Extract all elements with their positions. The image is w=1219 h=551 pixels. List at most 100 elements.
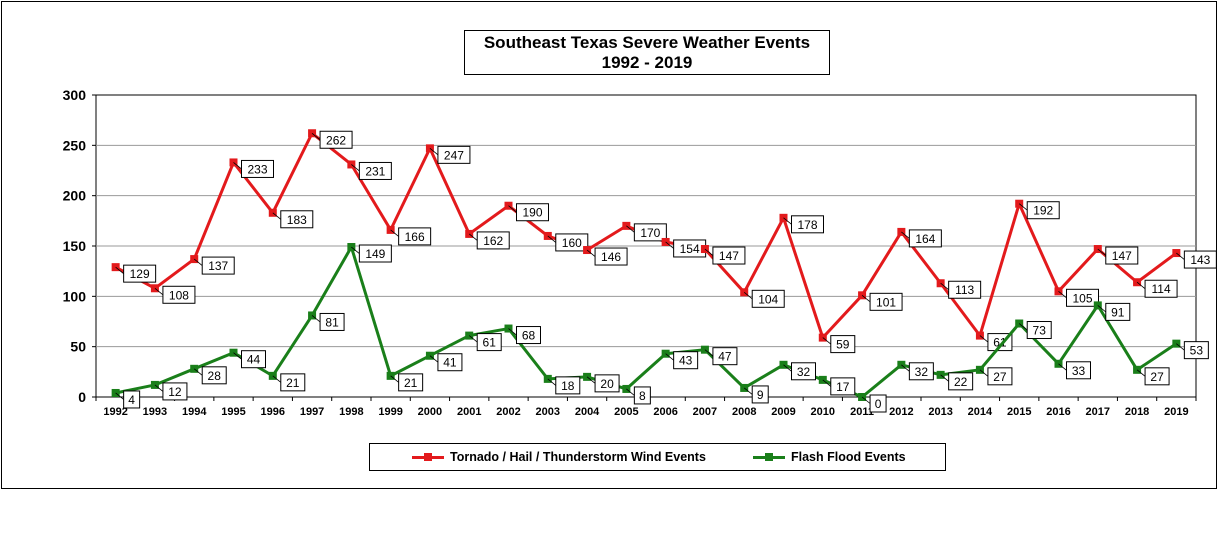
data-label-box (476, 333, 502, 352)
data-label-box (162, 285, 196, 304)
data-label: 18 (561, 379, 575, 393)
x-tick-label: 2002 (496, 406, 520, 418)
data-label-leader (743, 291, 753, 300)
data-label-box (948, 280, 982, 299)
data-label-leader (311, 315, 321, 323)
data-label: 61 (483, 336, 497, 350)
x-tick-label: 2011 (850, 406, 874, 418)
x-tick-label: 2006 (653, 406, 677, 418)
x-tick-label: 2003 (536, 406, 560, 418)
data-label-box (594, 247, 628, 266)
data-label: 28 (208, 369, 222, 383)
legend-label-flash-flood: Flash Flood Events (791, 450, 906, 464)
x-tick-label: 2015 (1007, 406, 1031, 418)
data-label-box (123, 264, 157, 283)
data-label: 154 (680, 242, 700, 256)
data-label: 43 (679, 354, 693, 368)
data-label-box (319, 130, 353, 149)
legend-item-flash-flood: Flash Flood Events (753, 450, 906, 464)
data-label-box (751, 289, 785, 308)
data-label-leader (429, 355, 439, 363)
data-label-leader (468, 335, 478, 343)
data-label-box (319, 312, 345, 331)
data-label-leader (272, 212, 282, 220)
y-tick-label: 150 (63, 238, 87, 254)
data-label: 20 (600, 377, 614, 391)
data-label: 183 (287, 213, 307, 227)
data-label-box (1066, 288, 1099, 307)
data-label-leader (783, 217, 792, 225)
legend-label-tornado: Tornado / Hail / Thunderstorm Wind Event… (450, 450, 706, 464)
data-label-leader (901, 231, 910, 239)
data-label: 143 (1190, 253, 1210, 267)
data-label-leader (704, 349, 714, 357)
data-label: 147 (1112, 249, 1132, 263)
data-label: 146 (601, 250, 621, 264)
data-label-box (830, 377, 856, 396)
data-label: 114 (1152, 282, 1171, 296)
data-label-leader (233, 162, 242, 170)
data-label-leader (940, 374, 949, 382)
data-label-box (633, 386, 651, 405)
x-tick-label: 2019 (1164, 406, 1188, 418)
data-label-box (712, 347, 738, 366)
data-label: 113 (955, 283, 974, 297)
data-label: 160 (562, 236, 582, 250)
data-label-box (1105, 302, 1131, 321)
x-tick-label: 2010 (811, 406, 835, 418)
data-label: 61 (993, 336, 1007, 350)
data-label: 27 (1150, 370, 1164, 384)
data-label-leader (586, 249, 596, 257)
data-label-leader (1136, 369, 1146, 377)
data-label-leader (586, 376, 596, 384)
data-label: 47 (718, 350, 732, 364)
data-label: 129 (130, 267, 150, 281)
data-label-box (398, 373, 424, 392)
data-label-leader (1176, 252, 1185, 260)
data-label: 91 (1111, 305, 1125, 319)
y-tick-label: 0 (78, 389, 86, 405)
data-label: 12 (168, 385, 182, 399)
data-label-box (948, 372, 974, 391)
data-label: 247 (444, 148, 464, 162)
data-label-box (516, 326, 541, 345)
data-label-box (280, 210, 314, 229)
x-tick-label: 1995 (221, 406, 245, 418)
data-label-leader (626, 388, 635, 396)
data-label-leader (429, 148, 439, 156)
data-label-box (1144, 367, 1170, 386)
x-tick-label: 1994 (182, 406, 207, 418)
y-tick-label: 50 (70, 339, 86, 355)
data-label-box (398, 227, 432, 246)
data-label: 8 (639, 389, 646, 403)
data-label-leader (901, 364, 910, 372)
data-label-box (201, 366, 227, 385)
data-label-leader (193, 258, 203, 266)
data-label-box (241, 159, 274, 178)
chart-title-box: Southeast Texas Severe Weather Events 19… (464, 30, 830, 75)
data-label-leader (1058, 363, 1067, 371)
data-label: 22 (954, 375, 968, 389)
x-tick-label: 1996 (261, 406, 285, 418)
data-label-box (594, 374, 620, 393)
x-tick-label: 1992 (103, 406, 127, 418)
y-tick-label: 200 (63, 188, 87, 204)
data-label: 68 (522, 329, 536, 343)
data-label-box (1066, 361, 1091, 380)
data-label: 233 (247, 162, 267, 176)
data-label-box (241, 350, 266, 369)
data-label-leader (468, 233, 478, 241)
data-label: 192 (1033, 204, 1053, 218)
data-label: 0 (875, 397, 882, 411)
data-label: 231 (365, 164, 385, 178)
legend-item-tornado: Tornado / Hail / Thunderstorm Wind Event… (412, 450, 706, 464)
legend-swatch-tornado (412, 452, 444, 461)
data-label-leader (1018, 323, 1028, 331)
x-tick-label: 2001 (457, 406, 481, 418)
data-label-box (437, 353, 463, 372)
data-label-leader (979, 369, 989, 377)
x-tick-label: 1999 (378, 406, 402, 418)
y-tick-label: 300 (63, 87, 87, 103)
data-label-leader (822, 337, 832, 345)
data-label-box (1144, 279, 1178, 298)
